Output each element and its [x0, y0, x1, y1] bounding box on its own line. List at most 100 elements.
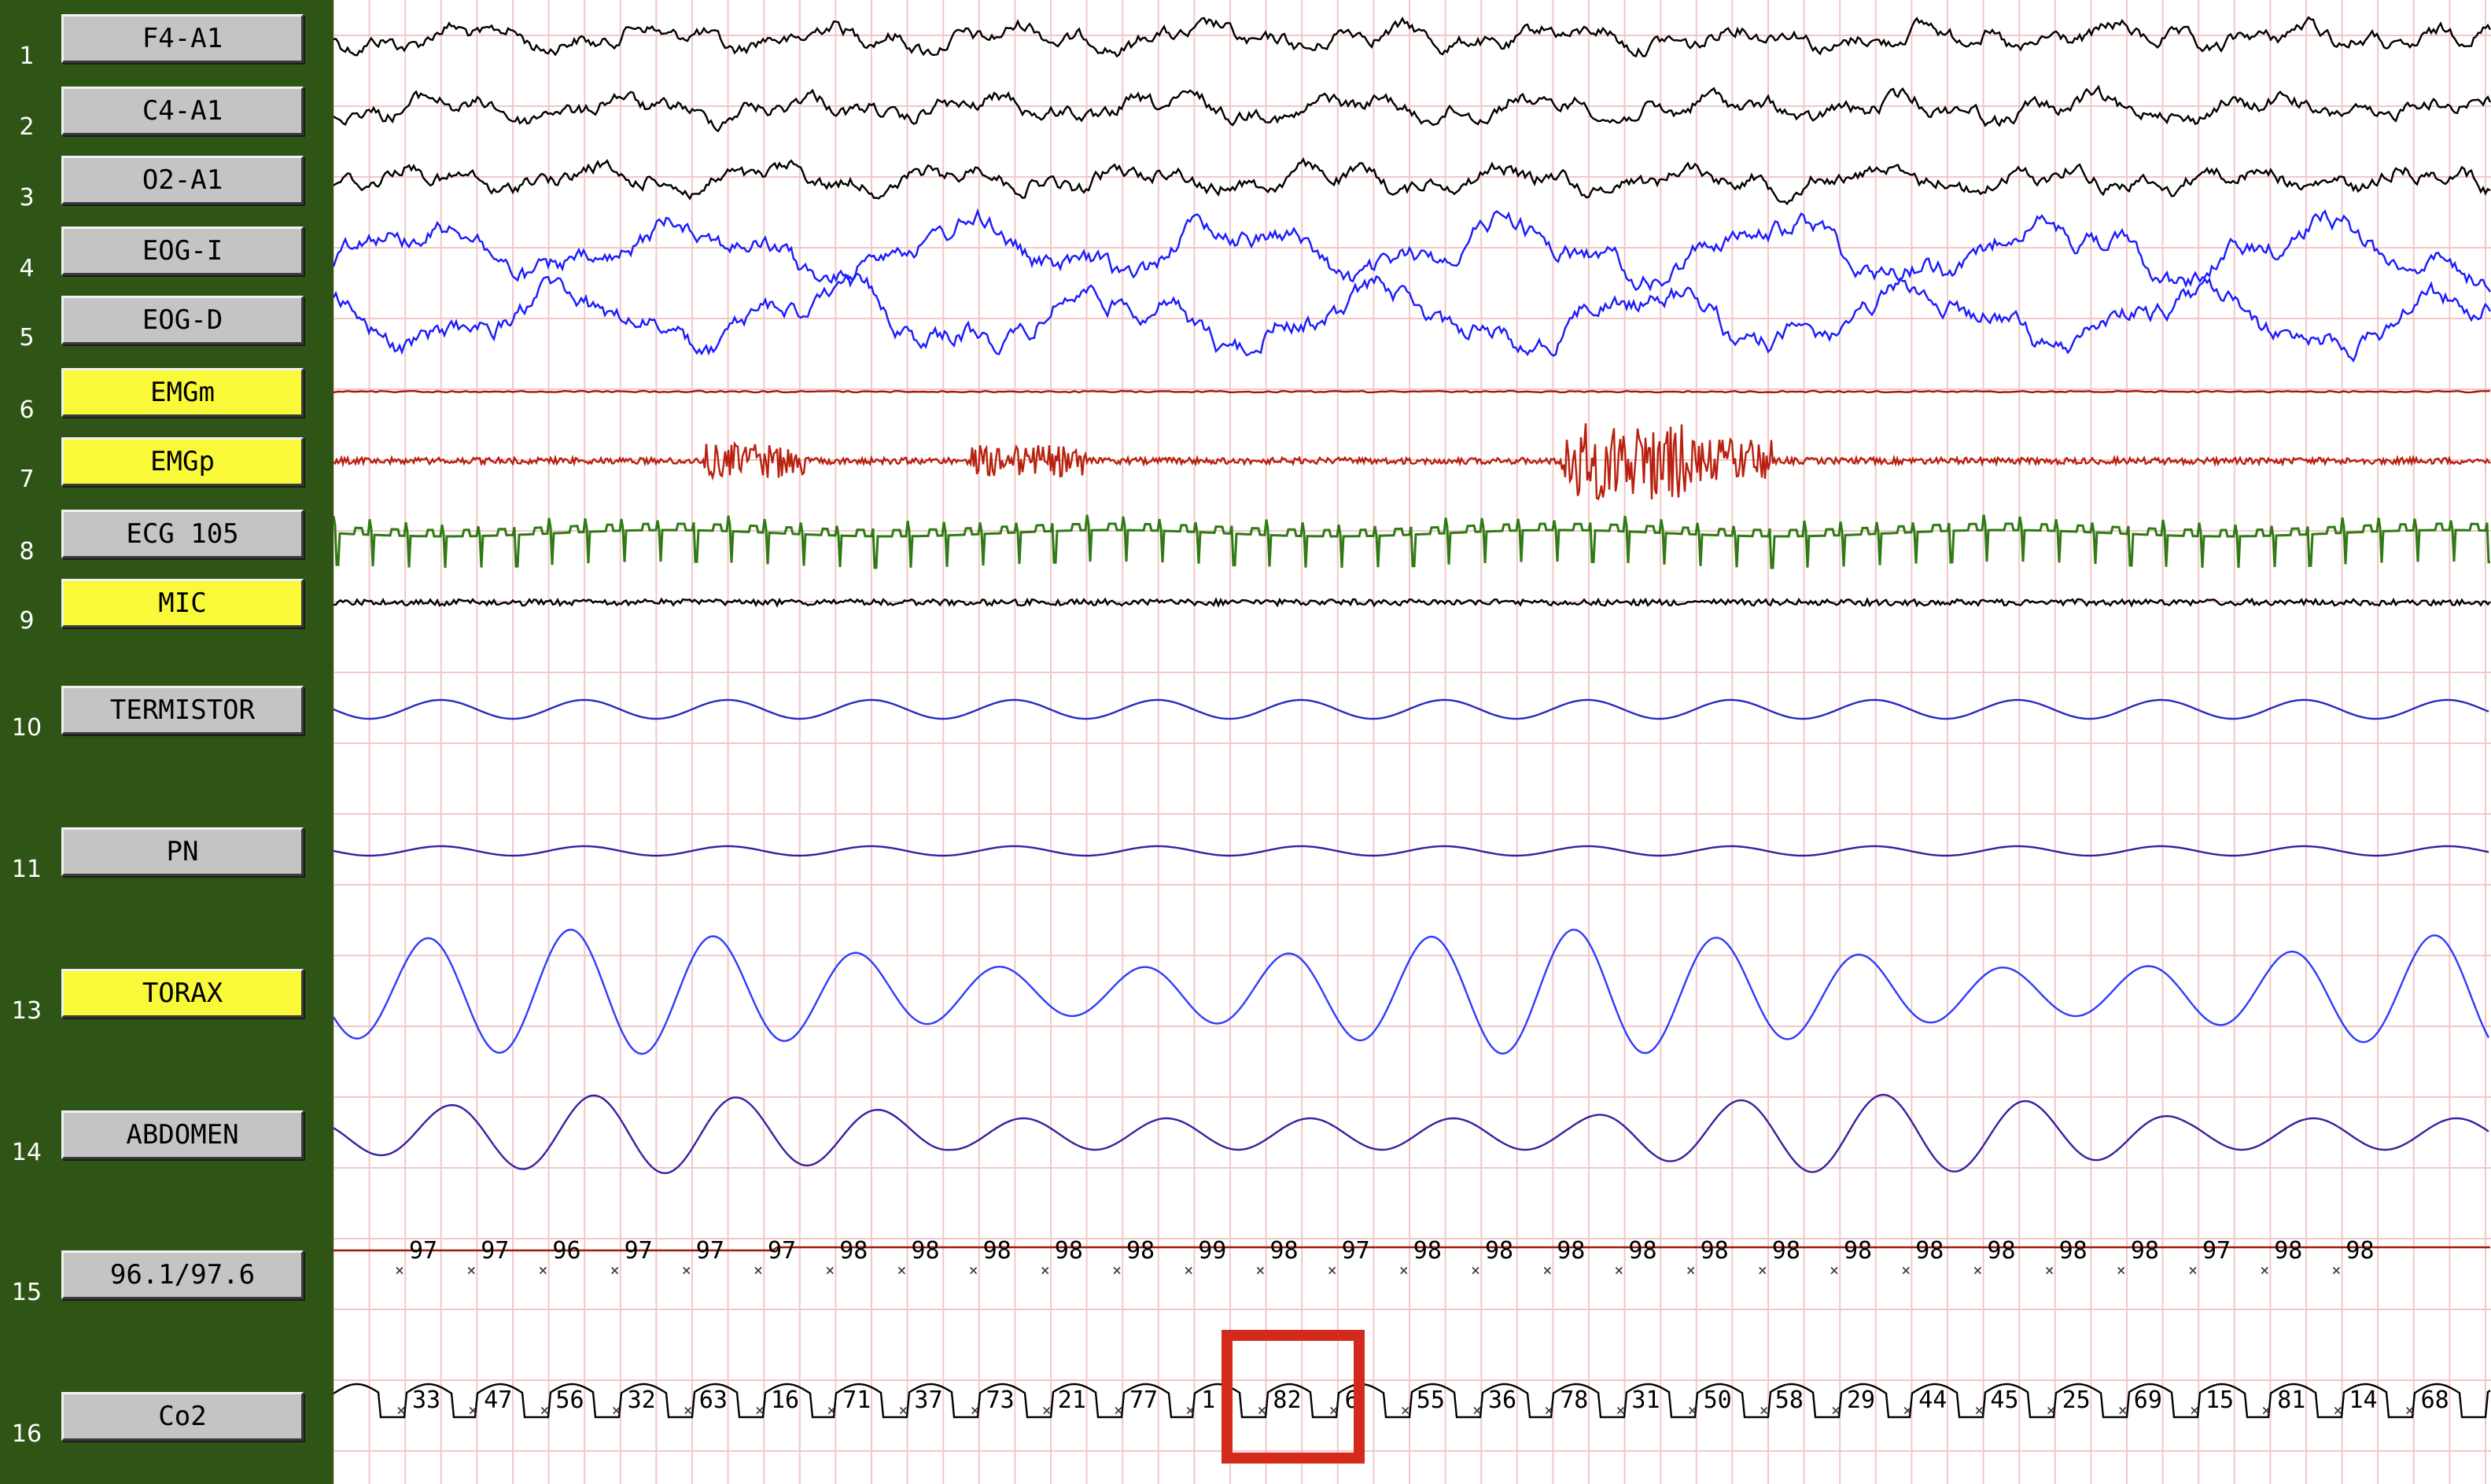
spo2-marker: × [1184, 1261, 1193, 1280]
channel-button-emgm[interactable]: EMGm [61, 368, 304, 417]
channel-button-o2-a1[interactable]: O2-A1 [61, 156, 304, 204]
spo2-marker: × [2260, 1261, 2269, 1280]
spo2-marker: × [969, 1261, 978, 1280]
spo2-marker: × [1542, 1261, 1552, 1280]
co2-marker: × [396, 1401, 406, 1420]
spo2-value: 98 [1126, 1237, 1155, 1265]
trace-emgp [333, 423, 2491, 501]
co2-marker: × [2047, 1401, 2056, 1420]
channel-button-mic[interactable]: MIC [61, 579, 304, 628]
co2-marker: × [1042, 1401, 1052, 1420]
channel-number-1: 1 [19, 42, 35, 70]
spo2-value: 99 [1198, 1237, 1226, 1265]
co2-marker: × [2333, 1401, 2342, 1420]
co2-value: 69 [2134, 1386, 2162, 1414]
trace-co2 [333, 1383, 2491, 1419]
co2-marker: × [1688, 1401, 1697, 1420]
spo2-value: 97 [1342, 1237, 1370, 1265]
co2-value: 14 [2349, 1386, 2377, 1414]
co2-value: 58 [1775, 1386, 1804, 1414]
channel-number-5: 5 [19, 324, 35, 352]
trace-mic [333, 596, 2491, 608]
spo2-value: 98 [1844, 1237, 1872, 1265]
co2-marker: × [2261, 1401, 2271, 1420]
spo2-marker: × [682, 1261, 691, 1280]
spo2-value: 97 [409, 1237, 437, 1265]
channel-button-96-1-97-6[interactable]: 96.1/97.6 [61, 1250, 304, 1299]
spo2-marker: × [1614, 1261, 1623, 1280]
channel-button-emgp[interactable]: EMGp [61, 437, 304, 486]
co2-marker: × [468, 1401, 477, 1420]
spo2-marker: × [395, 1261, 404, 1280]
channel-button-eog-d[interactable]: EOG-D [61, 296, 304, 344]
co2-value: 63 [699, 1386, 728, 1414]
channel-button-c4-a1[interactable]: C4-A1 [61, 87, 304, 135]
trace-c4-a1 [333, 84, 2491, 133]
trace-eog-i [333, 208, 2491, 293]
spo2-value: 98 [1987, 1237, 2015, 1265]
channel-number-8: 8 [19, 538, 35, 565]
spo2-marker: × [610, 1261, 620, 1280]
spo2-value: 97 [696, 1237, 724, 1265]
spo2-marker: × [2188, 1261, 2198, 1280]
spo2-value: 97 [625, 1237, 653, 1265]
co2-value: 81 [2277, 1386, 2305, 1414]
channel-number-3: 3 [19, 184, 35, 212]
spo2-value: 98 [1628, 1237, 1656, 1265]
channel-number-9: 9 [19, 607, 35, 635]
trace-torax [333, 928, 2490, 1055]
co2-value: 29 [1847, 1386, 1875, 1414]
channel-button-co2[interactable]: Co2 [61, 1392, 304, 1441]
spo2-marker: × [1973, 1261, 1982, 1280]
channel-number-15: 15 [11, 1279, 42, 1306]
spo2-value: 98 [1557, 1237, 1585, 1265]
co2-value: 68 [2421, 1386, 2449, 1414]
spo2-value: 97 [768, 1237, 796, 1265]
spo2-value: 98 [2131, 1237, 2159, 1265]
co2-marker: × [1114, 1401, 1123, 1420]
co2-marker: × [1974, 1401, 1984, 1420]
co2-marker: × [2118, 1401, 2128, 1420]
co2-value: 44 [1918, 1386, 1947, 1414]
channel-button-termistor[interactable]: TERMISTOR [61, 686, 304, 735]
co2-value: 25 [2062, 1386, 2091, 1414]
spo2-value: 97 [2202, 1237, 2231, 1265]
co2-marker: × [1903, 1401, 1912, 1420]
spo2-value: 98 [839, 1237, 868, 1265]
spo2-marker: × [754, 1261, 763, 1280]
channel-button-f4-a1[interactable]: F4-A1 [61, 14, 304, 63]
channel-number-2: 2 [19, 113, 35, 141]
trace-pn [333, 845, 2489, 857]
selected-epoch-marker [1222, 1330, 1365, 1464]
spo2-value: 98 [1915, 1237, 1944, 1265]
spo2-marker: × [2045, 1261, 2054, 1280]
co2-value: 16 [771, 1386, 799, 1414]
spo2-marker: × [1041, 1261, 1050, 1280]
channel-number-11: 11 [11, 856, 42, 883]
co2-value: 15 [2205, 1386, 2234, 1414]
trace-termistor [333, 698, 2489, 720]
co2-marker: × [2405, 1401, 2415, 1420]
co2-marker: × [2190, 1401, 2199, 1420]
channel-button-abdomen[interactable]: ABDOMEN [61, 1110, 304, 1159]
channel-button-eog-i[interactable]: EOG-I [61, 226, 304, 275]
channel-button-ecg-105[interactable]: ECG 105 [61, 510, 304, 558]
co2-marker: × [1544, 1401, 1553, 1420]
spo2-marker: × [1399, 1261, 1409, 1280]
spo2-marker: × [1758, 1261, 1767, 1280]
channel-button-torax[interactable]: TORAX [61, 969, 304, 1018]
spo2-value: 98 [1269, 1237, 1298, 1265]
channel-number-13: 13 [11, 997, 42, 1025]
co2-value: 71 [842, 1386, 871, 1414]
trace-96-1-97-6 [333, 1246, 2490, 1252]
channel-button-pn[interactable]: PN [61, 827, 304, 876]
spo2-marker: × [897, 1261, 906, 1280]
spo2-marker: × [2331, 1261, 2341, 1280]
spo2-value: 98 [1772, 1237, 1800, 1265]
spo2-value: 98 [1055, 1237, 1083, 1265]
trace-eog-d [333, 272, 2491, 363]
spo2-value: 98 [1485, 1237, 1513, 1265]
co2-value: 77 [1129, 1386, 1158, 1414]
co2-value: 21 [1058, 1386, 1086, 1414]
signal-plot-area: 97 × 97 × 96 × 97 × 97 × 97 × 98 × 98 × 98 × 98 × 98 × 99 × 98 × 9… [333, 0, 2491, 1484]
